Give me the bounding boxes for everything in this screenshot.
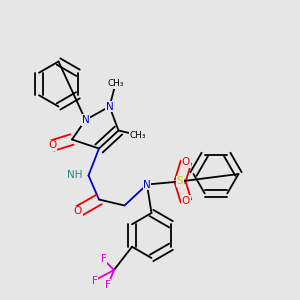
- Text: F: F: [100, 254, 106, 265]
- Text: O: O: [182, 196, 190, 206]
- Text: N: N: [82, 115, 89, 125]
- Text: O: O: [74, 206, 82, 217]
- Text: O: O: [48, 140, 57, 151]
- Text: CH₃: CH₃: [130, 130, 146, 140]
- Text: CH₃: CH₃: [107, 80, 124, 88]
- Text: O: O: [182, 157, 190, 167]
- Text: N: N: [106, 101, 113, 112]
- Text: F: F: [92, 275, 98, 286]
- Text: NH: NH: [67, 170, 83, 181]
- Text: N: N: [143, 179, 151, 190]
- Text: F: F: [105, 280, 111, 290]
- Text: S: S: [177, 176, 183, 187]
